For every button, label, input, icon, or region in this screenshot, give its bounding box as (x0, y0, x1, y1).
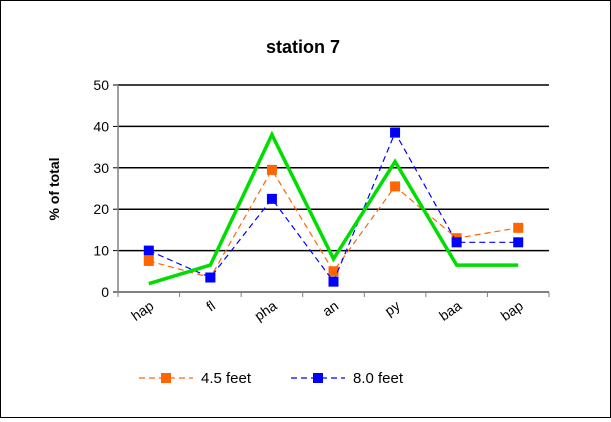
y-tick-label: 50 (93, 77, 109, 93)
x-tick-label: py (381, 297, 402, 319)
chart-title: station 7 (266, 37, 340, 57)
x-tick-label: hap (128, 297, 156, 324)
y-axis-label: % of total (46, 158, 62, 221)
data-point (328, 276, 339, 287)
plot-area: 0 10 20 30 40 50 hap fl pha an py baa bap (93, 77, 550, 324)
data-point (513, 237, 524, 248)
x-tick-label: pha (251, 297, 279, 324)
data-point (205, 272, 216, 283)
y-tick-label: 10 (93, 243, 109, 259)
legend-label: 8.0 feet (353, 370, 404, 387)
series-line (148, 130, 519, 286)
x-tick-label: fl (203, 297, 218, 314)
data-point (143, 255, 154, 266)
y-tick-label: 0 (101, 284, 109, 300)
data-point (143, 245, 154, 256)
data-point (451, 237, 462, 248)
x-tick-label: an (319, 297, 341, 319)
legend: 4.5 feet 8.0 feet (139, 370, 404, 387)
legend-marker (313, 373, 323, 383)
data-point (266, 164, 277, 175)
data-point (390, 181, 401, 192)
data-point (513, 222, 524, 233)
y-tick-label: 30 (93, 160, 109, 176)
x-tick-label: baa (436, 297, 464, 324)
data-point (390, 127, 401, 138)
legend-marker (161, 373, 171, 383)
y-tick-label: 20 (93, 201, 109, 217)
y-tick-label: 40 (93, 118, 109, 134)
legend-label: 4.5 feet (201, 370, 252, 387)
data-point (328, 266, 339, 277)
x-tick-label: bap (498, 297, 526, 324)
data-point (266, 193, 277, 204)
